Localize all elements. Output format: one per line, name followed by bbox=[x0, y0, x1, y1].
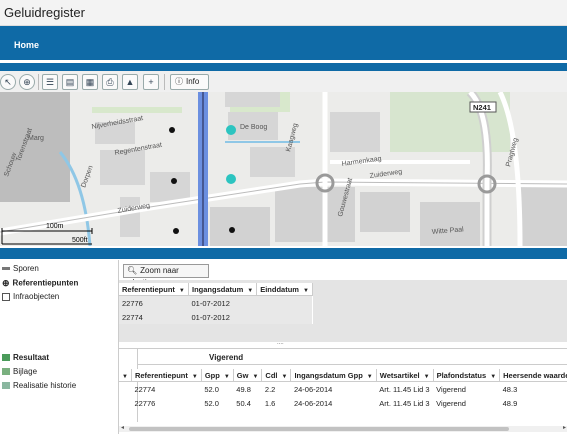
group-divider bbox=[137, 364, 567, 365]
sidebar-item-infraobjecten[interactable]: Infraobjecten bbox=[2, 292, 59, 301]
scroll-left-icon[interactable]: ◂ bbox=[121, 425, 125, 431]
result-icon bbox=[2, 354, 10, 362]
table-icon[interactable]: ▤ bbox=[62, 74, 78, 90]
history-icon bbox=[2, 382, 10, 390]
sidebar-item-referentiepunten[interactable]: ⊕ Referentiepunten bbox=[2, 278, 79, 288]
rails-icon bbox=[2, 267, 10, 271]
street-label: Marg bbox=[28, 135, 44, 142]
table-row[interactable]: 22774 52.0 49.8 2.2 24-06-2014 Art. 11.4… bbox=[134, 384, 518, 394]
filter-icon: ▼ bbox=[302, 287, 309, 294]
filter-icon: ▼ bbox=[191, 373, 198, 380]
table-row[interactable]: 22774 01-07-2012 bbox=[119, 310, 313, 324]
crosshair-icon: ⊕ bbox=[2, 278, 10, 288]
group-label: Vigerend bbox=[209, 353, 244, 362]
layers-icon[interactable]: ▦ bbox=[82, 74, 98, 90]
scale-label-m: 100m bbox=[46, 223, 64, 230]
cursor-icon[interactable]: ↖ bbox=[0, 74, 16, 90]
filter-icon: ▼ bbox=[423, 373, 430, 380]
sidebar-item-realisatie-historie[interactable]: Realisatie historie bbox=[2, 381, 76, 390]
print-icon[interactable]: ⎙ bbox=[102, 74, 118, 90]
filter-icon: ▼ bbox=[178, 287, 185, 294]
zoom-to-selection-button[interactable]: 🔍︎Zoom naar selectie bbox=[123, 264, 209, 287]
search-icon: 🔍︎ bbox=[127, 266, 138, 275]
splitter-handle[interactable]: .... bbox=[277, 340, 284, 346]
street-label: De Boog bbox=[240, 124, 267, 131]
map-toolbar: ↖ ⊕ ☰ ▤ ▦ ⎙ ▲ + ⓘ Info bbox=[0, 71, 567, 93]
column-header[interactable]: ▼ bbox=[119, 369, 132, 382]
top-nav: Home bbox=[0, 26, 567, 60]
object-icon bbox=[2, 292, 10, 301]
info-icon: ⓘ bbox=[175, 77, 183, 86]
sidebar-item-sporen[interactable]: Sporen bbox=[2, 264, 39, 273]
column-header[interactable]: Gw ▼ bbox=[233, 369, 263, 382]
column-header[interactable]: Plafondstatus ▼ bbox=[433, 369, 501, 382]
filter-icon: ▼ bbox=[366, 373, 373, 380]
app-title: Geluidregister bbox=[4, 5, 85, 20]
horizontal-scrollbar[interactable]: ◂ ▸ bbox=[119, 425, 567, 432]
column-header[interactable]: Ingangsdatum ▼ bbox=[188, 283, 258, 296]
filter-icon: ▼ bbox=[223, 373, 230, 380]
info-button[interactable]: ⓘ Info bbox=[170, 74, 209, 90]
list-icon[interactable]: ☰ bbox=[42, 74, 58, 90]
reference-point-marker[interactable] bbox=[169, 127, 175, 133]
column-header[interactable]: Ingangsdatum Gpp ▼ bbox=[290, 369, 377, 382]
filter-icon: ▼ bbox=[247, 287, 254, 294]
filter-icon: ▼ bbox=[281, 373, 288, 380]
scrollbar-thumb[interactable] bbox=[129, 427, 509, 431]
filter-icon: ▼ bbox=[252, 373, 259, 380]
column-header[interactable]: Einddatum ▼ bbox=[256, 283, 313, 296]
reference-point-marker[interactable] bbox=[171, 178, 177, 184]
attachment-icon bbox=[2, 368, 10, 376]
column-header[interactable]: Cdl ▼ bbox=[261, 369, 292, 382]
table-row[interactable]: 22776 52.0 50.4 1.6 24-06-2014 Art. 11.4… bbox=[134, 398, 518, 408]
crosshair-icon[interactable]: + bbox=[143, 74, 159, 90]
zoom-icon[interactable]: ⊕ bbox=[19, 74, 35, 90]
ref-table: Referentiepunt ▼ Ingangsdatum ▼ Einddatum ▼… bbox=[119, 283, 313, 324]
panel-divider bbox=[119, 348, 567, 349]
map-view[interactable]: Nijverheidsstraat Regentenstraat De Boog… bbox=[0, 92, 567, 246]
column-header[interactable]: Gpp ▼ bbox=[201, 369, 234, 382]
title-bar: Geluidregister bbox=[0, 0, 567, 26]
sidebar-item-bijlage[interactable]: Bijlage bbox=[2, 367, 37, 376]
selected-reference-point-marker[interactable] bbox=[226, 174, 236, 184]
toolbar-separator bbox=[164, 74, 165, 90]
row-header-column bbox=[119, 349, 138, 422]
stamp-icon[interactable]: ▲ bbox=[122, 74, 138, 90]
reference-point-marker[interactable] bbox=[173, 228, 179, 234]
panel-header-bar bbox=[0, 248, 567, 259]
road-number-label: N241 bbox=[473, 103, 491, 112]
column-header[interactable]: Heersende waarde bbox=[499, 369, 567, 382]
selected-reference-point-marker[interactable] bbox=[226, 125, 236, 135]
filter-icon: ▼ bbox=[490, 373, 497, 380]
left-panel: Sporen ⊕ Referentiepunten Infraobjecten R… bbox=[0, 260, 118, 434]
column-header[interactable]: Referentiepunt ▼ bbox=[131, 369, 202, 382]
toolbar-separator bbox=[38, 74, 39, 90]
table-row[interactable]: 22776 01-07-2012 bbox=[119, 295, 313, 310]
column-header[interactable]: Referentiepunt ▼ bbox=[119, 283, 189, 296]
street-label: Zuiderweg bbox=[369, 168, 402, 179]
sidebar-item-resultaat[interactable]: Resultaat bbox=[2, 353, 49, 362]
scroll-right-icon[interactable]: ▸ bbox=[562, 425, 566, 431]
detail-panel: 🔍︎Zoom naar selectie Referentiepunt▼ Ing… bbox=[118, 260, 567, 434]
filter-icon: ▼ bbox=[122, 373, 128, 380]
reference-point-marker[interactable] bbox=[229, 227, 235, 233]
column-header[interactable]: Wetsartikel ▼ bbox=[376, 369, 434, 382]
nav-strip bbox=[0, 63, 567, 71]
street-label: Witte Paal bbox=[432, 226, 465, 236]
result-table: ▼ Referentiepunt ▼ Gpp ▼ Gw ▼ Cdl ▼ Ingangsd… bbox=[119, 369, 567, 410]
scale-label-ft: 500ft bbox=[72, 237, 88, 244]
nav-home[interactable]: Home bbox=[14, 40, 40, 50]
map-canvas[interactable]: Nijverheidsstraat Regentenstraat De Boog… bbox=[0, 92, 567, 246]
